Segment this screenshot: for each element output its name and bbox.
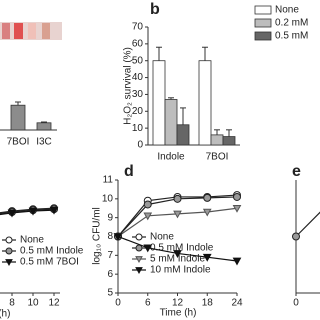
legend-swatch (254, 5, 272, 15)
x-tick-label: Indole (157, 152, 185, 163)
x-tick-label: 7BOI (206, 152, 229, 163)
y-tick-label: 10 (132, 123, 144, 134)
legend-label: None (275, 5, 299, 16)
legend-label: 0.5 mM Indole (20, 246, 84, 257)
point (143, 244, 153, 253)
x-axis-label: Time (h) (160, 308, 197, 319)
bar (152, 60, 166, 146)
legend-label: 0.5 mM 7BOI (20, 257, 79, 268)
y-tick-label: 8 (107, 231, 113, 242)
panel-label: d (124, 163, 134, 180)
bar (176, 124, 190, 146)
y-tick-label: 30 (132, 89, 144, 100)
x-tick-label: 12 (172, 298, 184, 309)
legend-marker (135, 233, 143, 241)
strip-band (14, 23, 23, 39)
point (143, 212, 153, 221)
y-tick-label: 20 (132, 106, 144, 117)
point (49, 206, 59, 215)
panel-label: e (292, 163, 301, 180)
bar (36, 122, 52, 131)
y-tick-label: 6 (107, 269, 113, 280)
series-line (295, 211, 320, 237)
x-axis-label: Time (h) (0, 309, 10, 320)
point (202, 208, 212, 217)
y-tick-label: 10 (102, 193, 114, 204)
legend-label: 0.2 mM (275, 18, 308, 29)
point (28, 207, 38, 216)
legend-label: None (20, 235, 44, 246)
bar (10, 104, 26, 131)
point (292, 232, 300, 241)
legend-label: 0.5 mM Indole (150, 243, 214, 254)
legend-label: 5 mM Indole (150, 254, 205, 265)
x-tick-label: I3C (36, 137, 52, 148)
legend-swatch (254, 18, 272, 28)
x-tick-label: 6 (145, 298, 151, 309)
legend-label: 10 mM Indole (150, 265, 211, 276)
y-tick-label: 7 (107, 250, 113, 261)
point (7, 209, 17, 218)
x-tick-label: 7BOI (7, 137, 30, 148)
y-tick-label: 70 (132, 22, 144, 33)
y-tick-label: 9 (107, 212, 113, 223)
y-tick-label: 40 (132, 72, 144, 83)
x-tick-label: 18 (202, 298, 214, 309)
panel-label: b (150, 1, 160, 18)
legend-label: 0.5 mM (275, 31, 308, 42)
gel-strip (0, 22, 62, 40)
point (173, 250, 182, 258)
x-tick-label: 10 (27, 298, 39, 309)
legend-swatch (254, 31, 272, 41)
y-axis-label: H₂O₂ survival (%) (123, 47, 134, 125)
x-tick-label: 0 (293, 298, 299, 309)
point (113, 233, 123, 242)
y-tick-label: 0 (137, 140, 143, 151)
point (232, 257, 242, 266)
x-tick-label: 12 (48, 298, 60, 309)
y-tick-label: 60 (132, 38, 144, 49)
legend-marker (5, 236, 13, 244)
y-tick-label: 5 (107, 288, 113, 299)
x-tick-label: 24 (231, 298, 243, 309)
y-axis-label: log₁₀ CFU/ml (92, 207, 103, 265)
point (233, 192, 241, 201)
y-tick-label: 11 (103, 175, 114, 186)
strip-band (2, 23, 10, 39)
bar (210, 134, 224, 146)
legend-marker (5, 259, 13, 267)
legend-label: None (150, 232, 174, 243)
legend-marker (5, 247, 13, 255)
y-tick-label: 50 (132, 55, 144, 66)
point (203, 193, 212, 202)
strip-band (28, 23, 36, 39)
point (232, 204, 242, 213)
bar (222, 136, 236, 146)
bar (164, 99, 178, 146)
point (173, 210, 182, 219)
x-tick-label: 0 (115, 298, 121, 309)
point (202, 253, 212, 262)
x-tick-label: 8 (9, 298, 15, 309)
point (173, 194, 182, 203)
strip-band (42, 23, 50, 39)
legend-marker (135, 256, 143, 264)
legend-marker (135, 267, 143, 275)
bar (198, 60, 212, 146)
point (143, 200, 152, 209)
series-line (0, 209, 55, 216)
